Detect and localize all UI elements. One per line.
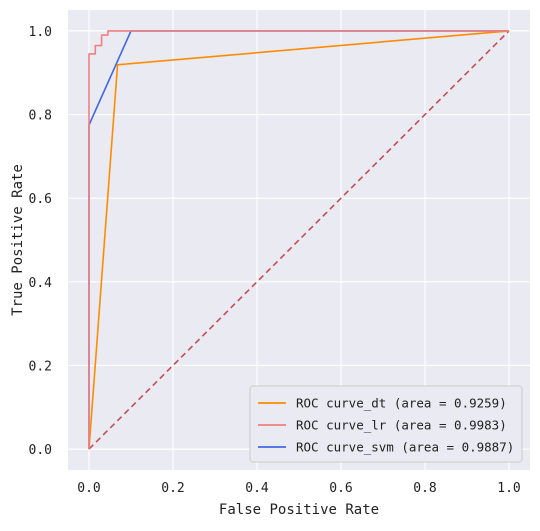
series-line-0 — [88, 30, 510, 450]
y-tick-label: 0.2 — [29, 359, 52, 374]
y-axis-label: True Positive Rate — [10, 164, 26, 316]
x-axis-label: False Positive Rate — [219, 502, 379, 518]
chance-diagonal-line — [88, 30, 510, 450]
series-line-1 — [88, 30, 509, 450]
x-tick-label: 0.2 — [161, 481, 184, 496]
x-tick-label: 0.6 — [329, 481, 352, 496]
y-tick-label: 0.4 — [29, 276, 53, 291]
y-tick-label: 0.6 — [29, 192, 52, 207]
x-tick-label: 0.4 — [245, 481, 269, 496]
y-tick-label: 0.8 — [29, 109, 52, 124]
legend-label: ROC curve_svm (area = 0.9887) — [296, 440, 514, 455]
tick-labels: 0.0 0.2 0.4 0.6 0.8 1.0 0.0 0.2 0.4 0.6 0.8 1.0 — [29, 25, 521, 496]
grid-lines — [68, 10, 530, 470]
y-tick-label: 0.0 — [29, 443, 52, 458]
legend-label: ROC curve_dt (area = 0.9259) — [296, 396, 507, 411]
legend-label: ROC curve_lr (area = 0.9983) — [296, 418, 507, 433]
x-tick-label: 0.8 — [413, 481, 436, 496]
legend: ROC curve_dt (area = 0.9259) ROC curve_lr… — [249, 385, 523, 463]
legend-box — [249, 385, 523, 463]
x-tick-label: 1.0 — [497, 481, 520, 496]
series-lines — [88, 30, 510, 450]
x-tick-label: 0.0 — [77, 481, 100, 496]
y-tick-label: 1.0 — [29, 25, 52, 40]
